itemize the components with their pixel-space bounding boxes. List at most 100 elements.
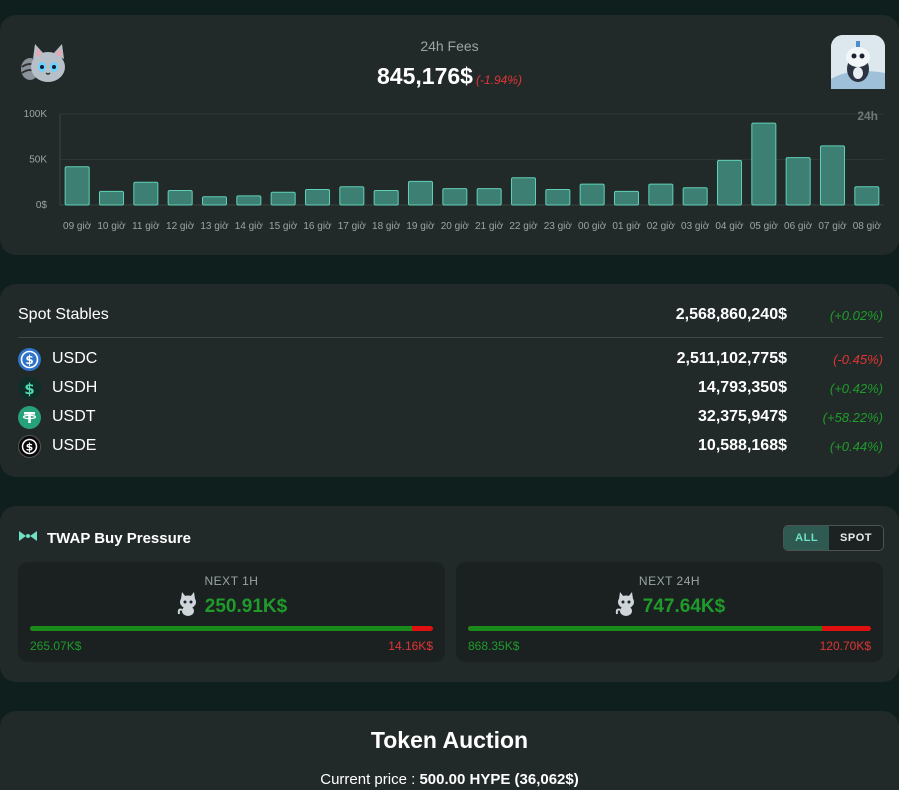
usdh-icon: $ [18, 376, 41, 400]
fees-card: 24h Fees 845,176$ (-1.94%) 0$ 50K 100K 24h 09… [0, 15, 899, 255]
chart-x-tick-label: 22 giờ [509, 221, 538, 232]
fees-title: 24h Fees [420, 38, 479, 54]
token-change: (+0.44%) [829, 438, 883, 454]
chart-bar [648, 183, 674, 206]
svg-text:$: $ [24, 380, 34, 398]
chart-x-tick-label: 21 giờ [475, 221, 504, 232]
robot-mascot-icon [831, 35, 885, 89]
stable-row-usdc: $ USDC 2,511,102,775$ (-0.45%) [18, 347, 883, 371]
twap-value-row: 747.64K$ [456, 591, 883, 622]
twap-buy-fill [468, 626, 822, 631]
fees-total-value: 845,176$ [377, 63, 473, 89]
twap-buy-fill [30, 626, 413, 631]
chart-bar [751, 122, 777, 206]
chart-bar [613, 190, 640, 206]
chart-bar [133, 181, 159, 206]
chart-bar [785, 157, 811, 206]
twap-period-label: NEXT 24H [638, 574, 701, 588]
chart-x-tick-label: 17 giờ [338, 221, 367, 232]
token-change: (-0.45%) [833, 351, 883, 367]
chart-x-tick-label: 04 giờ [715, 221, 744, 232]
chart-y-tick-label: 100K [24, 109, 48, 120]
chart-bar [98, 190, 125, 206]
chart-x-tick-label: 08 giờ [853, 221, 882, 232]
cat-mascot-icon [176, 591, 200, 622]
fees-bar-chart: 0$ 50K 100K 24h 09 giờ 10 giờ 11 giờ 12 giờ 13 g… [24, 109, 884, 232]
token-amount: 2,511,102,775$ [676, 350, 787, 367]
fees-change: (-1.94%) [475, 73, 522, 87]
toggle-all-button[interactable]: ALL [784, 526, 830, 550]
stables-title: Spot Stables [18, 306, 109, 323]
chart-bar [64, 166, 90, 206]
twap-sell-amount: 14.16K$ [388, 639, 433, 653]
chart-x-tick-label: 07 giờ [818, 221, 847, 232]
twap-pressure-bar [30, 626, 433, 631]
chart-x-tick-label: 11 giờ [132, 221, 160, 232]
auction-title: Token Auction [370, 727, 529, 753]
token-amount: 14,793,350$ [698, 379, 787, 396]
twap-sell-amount: 120.70K$ [819, 639, 871, 653]
usdc-icon: $ [18, 347, 41, 371]
chart-y-tick-label: 50K [29, 155, 47, 166]
chart-x-tick-label: 23 giờ [544, 221, 573, 232]
chart-x-tick-label: 15 giờ [269, 221, 298, 232]
token-change: (+0.42%) [829, 380, 883, 396]
chart-bar [545, 189, 571, 206]
usde-icon: $ [18, 434, 41, 458]
twap-title: TWAP Buy Pressure [47, 529, 191, 547]
twap-next-24h-panel: NEXT 24H 747.64K$ 868.35K$ 120.70K$ [456, 562, 883, 662]
chart-x-tick-label: 02 giờ [647, 221, 676, 232]
chart-x-tick-label: 00 giờ [578, 221, 607, 232]
toggle-spot-button[interactable]: SPOT [829, 526, 883, 550]
twap-pressure-bar [468, 626, 871, 631]
twap-next-1h-panel: NEXT 1H 250.91K$ 265.07K$ 14.16K$ [18, 562, 445, 662]
chart-bar [167, 189, 193, 206]
chart-range-label: 24h [857, 109, 878, 123]
chart-x-tick-label: 13 giờ [200, 221, 229, 232]
stables-divider [18, 337, 883, 338]
twap-net-value: 250.91K$ [204, 595, 288, 617]
svg-text:$: $ [26, 440, 34, 453]
twap-buy-amount: 868.35K$ [468, 639, 520, 653]
token-amount: 10,588,168$ [698, 437, 787, 454]
cat-mascot-icon [16, 39, 70, 93]
chart-bar [476, 188, 502, 206]
chart-x-tick-label: 14 giờ [235, 221, 264, 232]
chart-x-tick-label: 03 giờ [681, 221, 710, 232]
auction-price-label: Current price : [320, 771, 420, 788]
stable-row-usdh: $ USDH 14,793,350$ (+0.42%) [18, 376, 883, 400]
chart-x-tick-label: 09 giờ [63, 221, 92, 232]
chart-bar [407, 180, 434, 206]
twap-filter-toggle: ALL SPOT [783, 525, 884, 551]
chart-x-tick-label: 16 giờ [303, 221, 332, 232]
auction-price-value: 500.00 HYPE (36,062$) [419, 771, 579, 788]
chart-bar [373, 189, 399, 206]
twap-card: TWAP Buy Pressure ALL SPOT NEXT 1H 250.9… [0, 506, 899, 682]
token-name: USDT [52, 408, 96, 425]
svg-text:$: $ [25, 353, 33, 367]
twap-buy-amount: 265.07K$ [30, 639, 82, 653]
chart-bar [716, 159, 743, 206]
auction-price-line: Current price : 500.00 HYPE (36,062$) [0, 771, 899, 788]
chart-x-tick-label: 12 giờ [166, 221, 195, 232]
spot-stables-card: Spot Stables 2,568,860,240$ (+0.02%) $ U… [0, 284, 899, 477]
stables-header: Spot Stables 2,568,860,240$ (+0.02%) [18, 304, 883, 326]
chart-x-tick-label: 19 giờ [406, 221, 435, 232]
fees-value-row: 845,176$ (-1.94%) [0, 63, 899, 90]
chart-bar [510, 177, 537, 206]
token-auction-card: Token Auction Current price : 500.00 HYP… [0, 711, 899, 790]
twap-value-row: 250.91K$ [18, 591, 445, 622]
chart-bar [236, 195, 262, 206]
usdt-icon [18, 405, 41, 429]
token-amount: 32,375,947$ [698, 408, 787, 425]
chart-x-tick-label: 05 giờ [750, 221, 779, 232]
twap-net-value: 747.64K$ [642, 595, 726, 617]
chart-bar [339, 186, 365, 206]
chart-x-tick-label: 01 giờ [612, 221, 641, 232]
chart-x-tick-label: 10 giờ [97, 221, 126, 232]
stable-row-usdt: USDT 32,375,947$ (+58.22%) [18, 405, 883, 429]
cat-mascot-icon [614, 591, 638, 622]
chart-bar [270, 191, 296, 206]
chart-y-tick-label: 0$ [36, 200, 48, 211]
chart-bar [579, 183, 605, 206]
